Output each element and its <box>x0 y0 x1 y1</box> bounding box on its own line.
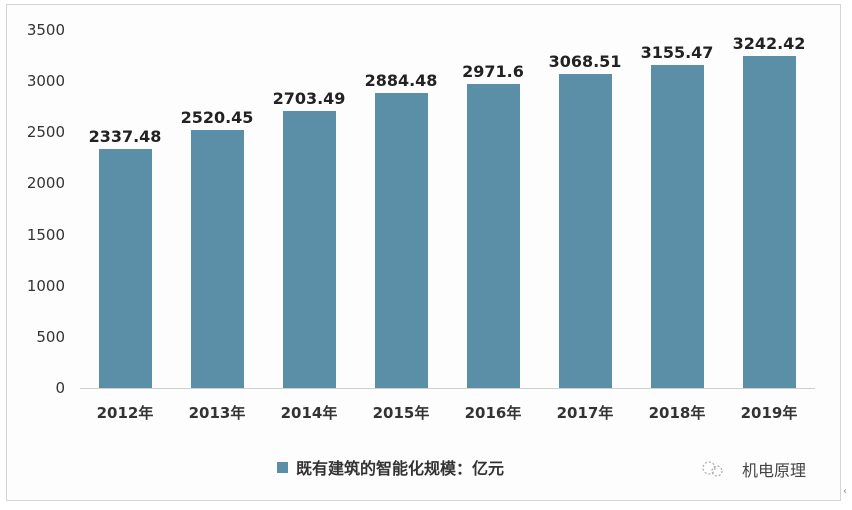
x-tick-label: 2017年 <box>556 404 614 422</box>
data-label: 3155.47 <box>640 43 714 63</box>
x-tick-label: 2016年 <box>464 404 522 422</box>
y-tick-label: 2000 <box>26 174 65 193</box>
bar <box>99 148 152 388</box>
x-axis-line <box>80 388 815 389</box>
legend-label: 既有建筑的智能化规模：亿元 <box>296 459 505 478</box>
data-label: 3068.51 <box>548 52 622 72</box>
bar <box>651 65 704 388</box>
x-tick-label: 2012年 <box>96 404 154 422</box>
x-tick-label: 2015年 <box>372 404 430 422</box>
edge-mark: ‹ <box>843 486 847 497</box>
bar <box>283 111 336 388</box>
data-label: 2703.49 <box>272 89 346 109</box>
wechat-logo-icon <box>702 461 723 477</box>
data-label: 2884.48 <box>364 70 438 90</box>
data-label: 2971.6 <box>462 62 524 82</box>
data-label: 2337.48 <box>88 126 162 146</box>
bar <box>375 92 428 388</box>
y-tick-label: 2500 <box>26 123 65 142</box>
y-tick-label: 500 <box>36 327 65 346</box>
y-tick-label: 1500 <box>26 225 65 244</box>
legend-swatch <box>277 461 288 473</box>
bar <box>559 74 612 388</box>
data-label: 3242.42 <box>732 34 806 54</box>
x-tick-label: 2013年 <box>188 404 246 422</box>
y-tick-label: 3500 <box>26 21 65 39</box>
x-tick-label: 2019年 <box>740 404 798 422</box>
y-tick-label: 0 <box>55 379 65 397</box>
bar <box>467 84 520 388</box>
y-tick-label: 1000 <box>26 276 65 295</box>
watermark: 机电原理 <box>700 457 806 481</box>
data-label: 2520.45 <box>180 108 254 128</box>
x-tick-label: 2014年 <box>280 404 338 422</box>
watermark-text: 机电原理 <box>742 461 807 480</box>
x-tick-label: 2018年 <box>648 404 706 422</box>
legend: 既有建筑的智能化规模：亿元 <box>277 455 504 479</box>
bar <box>743 56 796 388</box>
bar <box>191 130 244 388</box>
y-tick-label: 3000 <box>26 72 65 91</box>
